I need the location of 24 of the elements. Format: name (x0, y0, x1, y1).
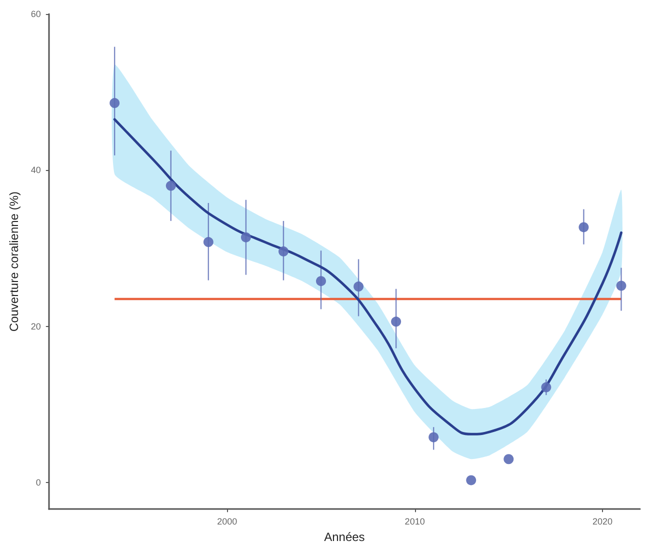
x-tick-label: 2000 (217, 516, 238, 527)
point (278, 246, 288, 256)
point (541, 382, 552, 392)
point (578, 222, 589, 232)
point (466, 475, 476, 486)
point (391, 316, 402, 327)
point (203, 237, 214, 248)
y-axis-title: Couverture coralienne (%) (7, 192, 21, 332)
point (504, 454, 514, 464)
y-tick-label: 40 (30, 165, 41, 176)
y-tick-label: 60 (30, 9, 41, 19)
y-tick-label: 0 (36, 478, 41, 488)
point (166, 180, 176, 191)
point (240, 232, 251, 242)
point (616, 280, 626, 291)
x-tick-label: 2020 (592, 516, 612, 527)
point (428, 432, 439, 442)
line-series (113, 118, 622, 436)
x-axis-title: Années (324, 530, 365, 544)
point (354, 282, 364, 292)
x-tick-label: 2010 (404, 516, 425, 527)
point (110, 98, 120, 108)
point (316, 276, 326, 286)
y-tick-label: 20 (30, 321, 41, 332)
